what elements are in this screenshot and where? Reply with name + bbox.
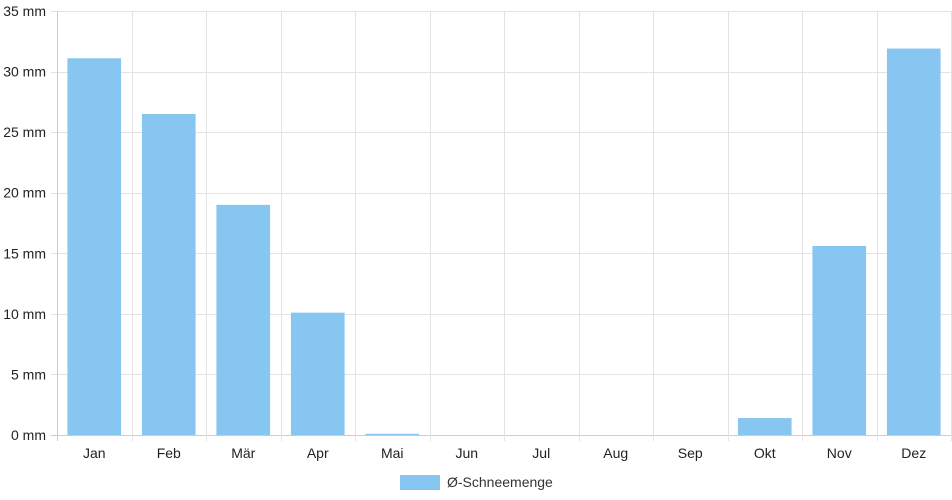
y-tick-label: 30 mm (3, 64, 46, 80)
x-tick-label: Dez (901, 445, 926, 461)
legend-swatch[interactable] (400, 475, 440, 490)
x-tick-label: Apr (307, 445, 329, 461)
y-tick-label: 5 mm (11, 366, 46, 382)
bar-jan[interactable] (67, 58, 122, 435)
x-tick-label: Okt (754, 445, 776, 461)
y-tick-label: 0 mm (11, 427, 46, 443)
x-tick-label: Nov (827, 445, 852, 461)
bar-okt[interactable] (737, 418, 792, 435)
bar-mai[interactable] (365, 433, 420, 435)
x-tick-label: Aug (603, 445, 628, 461)
y-tick-label: 10 mm (3, 306, 46, 322)
y-tick-label: 35 mm (3, 3, 46, 19)
y-tick-label: 20 mm (3, 185, 46, 201)
x-tick-label: Feb (157, 445, 181, 461)
x-tick-label: Mai (381, 445, 404, 461)
x-tick-label: Jul (532, 445, 550, 461)
legend[interactable]: Ø-Schneemenge (400, 474, 553, 490)
bar-nov[interactable] (812, 246, 867, 435)
bar-mär[interactable] (216, 204, 271, 435)
x-tick-label: Mär (231, 445, 255, 461)
grid-lines (51, 11, 952, 441)
x-axis-labels: Jan Feb Mär Apr Mai Jun Jul Aug Sep Okt Nov Dez (83, 445, 926, 461)
x-tick-label: Jun (455, 445, 478, 461)
x-tick-label: Jan (83, 445, 106, 461)
y-axis-labels: 0 mm 5 mm 10 mm 15 mm 20 mm 25 mm 30 mm 35 mm (3, 3, 46, 443)
y-tick-label: 25 mm (3, 124, 46, 140)
x-tick-label: Sep (678, 445, 703, 461)
bar-feb[interactable] (141, 113, 196, 435)
bar-apr[interactable] (290, 312, 345, 435)
bars (67, 48, 941, 435)
bar-dez[interactable] (886, 48, 941, 435)
y-tick-label: 15 mm (3, 245, 46, 261)
legend-label[interactable]: Ø-Schneemenge (447, 474, 553, 490)
